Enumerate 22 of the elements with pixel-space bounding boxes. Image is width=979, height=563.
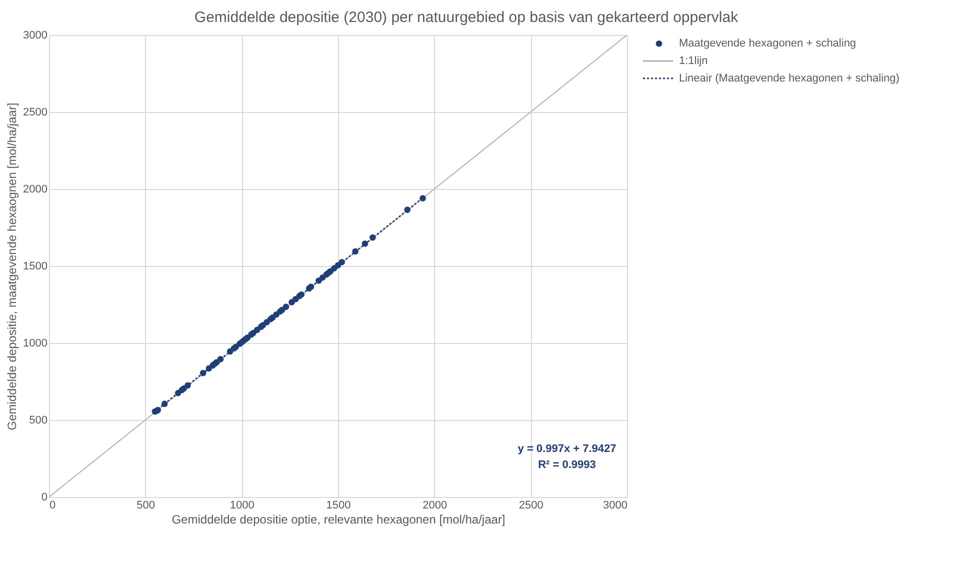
y-tick-label: 2500 (23, 106, 48, 118)
y-tick-label: 1000 (23, 338, 48, 350)
annotation: R² = 0.9993 (538, 459, 596, 471)
x-tick-label: 3000 (603, 500, 628, 512)
x-axis-title: Gemiddelde depositie optie, relevante hexagonen [mol/ha/jaar] (172, 512, 506, 526)
legend-label: 1:1lijn (679, 55, 708, 67)
x-tick-label: 1000 (230, 500, 254, 512)
y-tick-label: 0 (41, 492, 48, 504)
y-tick-label: 1500 (23, 260, 48, 272)
chart-title: Gemiddelde depositie (2030) per natuurgebied op basis van gekarteerd oppervlak (194, 9, 739, 26)
y-axis-title: Gemiddelde depositie, maatgevende hexaognen [mol/ha/jaar] (5, 102, 20, 430)
y-tick-label: 500 (29, 414, 48, 426)
x-tick-label: 1500 (326, 500, 351, 512)
x-tick-label: 0 (50, 500, 56, 512)
legend-label: Maatgevende hexagonen + schaling (679, 38, 856, 50)
legend-label: Lineair (Maatgevende hexagonen + schaling) (679, 72, 900, 84)
y-tick-label: 2000 (23, 184, 48, 196)
x-tick-label: 2000 (422, 500, 448, 512)
x-tick-label: 500 (136, 500, 156, 512)
annotation: y = 0.997x + 7.9427 (518, 443, 616, 455)
x-tick-label: 2500 (518, 500, 544, 512)
y-tick-label: 3000 (23, 30, 48, 42)
